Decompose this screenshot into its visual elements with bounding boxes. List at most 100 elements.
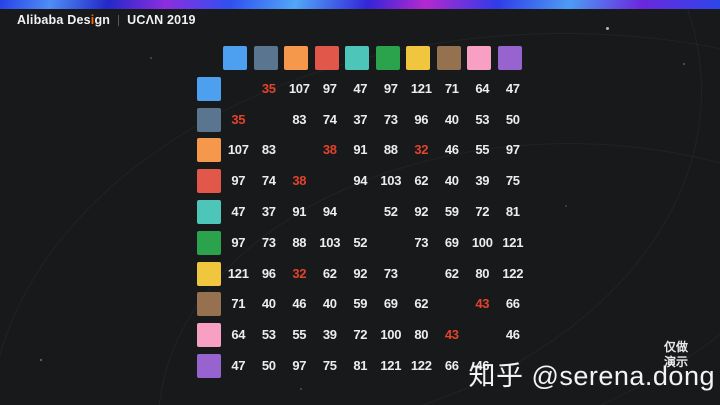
matrix-cell: 92 xyxy=(414,203,429,219)
matrix-cell: 103 xyxy=(380,173,402,189)
matrix-cell xyxy=(345,200,376,224)
matrix-cell: 91 xyxy=(292,203,307,219)
matrix-cell: 46 xyxy=(475,357,490,373)
col-swatch-pink xyxy=(467,46,491,70)
matrix-cell: 69 xyxy=(444,234,459,250)
matrix-cell: 64 xyxy=(231,327,246,343)
matrix-cell: 88 xyxy=(383,142,398,158)
matrix-cell: 80 xyxy=(414,327,429,343)
matrix-cell xyxy=(254,108,285,132)
star-dot xyxy=(300,388,302,390)
row-swatch-teal xyxy=(197,199,221,224)
matrix-cell: 39 xyxy=(475,173,490,189)
matrix-cell: 97 xyxy=(292,357,307,373)
matrix-cell: 53 xyxy=(261,327,276,343)
brand-accent-letter: i xyxy=(90,13,95,27)
matrix-cell: 97 xyxy=(505,142,520,158)
matrix-cell: 32 xyxy=(414,142,429,158)
matrix-cell: 83 xyxy=(292,111,307,127)
col-swatch-slate-blue xyxy=(253,46,278,70)
matrix-cell: 122 xyxy=(410,357,432,373)
matrix-cell: 122 xyxy=(502,265,524,281)
matrix-cell: 43 xyxy=(444,327,459,343)
matrix-cell: 73 xyxy=(414,234,429,250)
row-swatch-yellow xyxy=(197,261,221,286)
matrix-cell: 47 xyxy=(505,80,520,96)
matrix-cell: 35 xyxy=(261,80,276,96)
matrix-cell: 46 xyxy=(505,327,520,343)
matrix-cell: 35 xyxy=(231,111,246,127)
matrix-cell: 121 xyxy=(227,265,249,281)
matrix-cell: 100 xyxy=(471,234,493,250)
col-swatch-brown xyxy=(436,46,461,70)
col-swatch-teal xyxy=(345,46,369,70)
matrix-cell: 107 xyxy=(227,142,249,158)
matrix-cell: 47 xyxy=(353,80,368,96)
row-swatch-brown xyxy=(197,292,221,317)
matrix-cell: 37 xyxy=(261,203,276,219)
row-swatch-blue xyxy=(197,76,221,101)
star-dot xyxy=(565,205,567,207)
matrix-cell: 73 xyxy=(383,265,398,281)
matrix-cell: 46 xyxy=(292,296,307,312)
star-dot xyxy=(606,27,609,30)
gradient-ribbon xyxy=(0,0,720,9)
col-swatch-orange xyxy=(284,46,308,70)
matrix-cell: 40 xyxy=(261,296,276,312)
matrix-cell: 32 xyxy=(292,265,307,281)
matrix-cell: 97 xyxy=(231,234,246,250)
row-swatch-red xyxy=(197,169,221,194)
matrix-cell: 83 xyxy=(261,142,276,158)
matrix-cell: 64 xyxy=(475,80,490,96)
matrix-cell: 38 xyxy=(292,173,307,189)
event-name: UCΛN 2019 xyxy=(127,13,196,27)
star-dot xyxy=(683,63,685,65)
matrix-cell: 94 xyxy=(353,173,368,189)
matrix-cell: 52 xyxy=(383,203,398,219)
matrix-cell: 81 xyxy=(353,357,368,373)
matrix-cell xyxy=(315,169,346,193)
matrix-cell: 62 xyxy=(322,265,337,281)
matrix-cell: 50 xyxy=(261,357,276,373)
matrix-cell: 38 xyxy=(322,142,337,158)
matrix-cell: 81 xyxy=(505,203,520,219)
matrix-cell: 73 xyxy=(383,111,398,127)
matrix-cell: 69 xyxy=(383,296,398,312)
matrix-cell: 46 xyxy=(444,142,459,158)
matrix-cell: 37 xyxy=(353,111,368,127)
matrix-cell: 80 xyxy=(475,265,490,281)
matrix-cell: 66 xyxy=(444,357,459,373)
matrix-cell: 107 xyxy=(288,80,310,96)
matrix-cell: 55 xyxy=(292,327,307,343)
note-line2: 演示 xyxy=(663,355,688,369)
matrix-cell: 71 xyxy=(444,80,459,96)
matrix-cell xyxy=(467,323,498,347)
matrix-cell: 50 xyxy=(505,111,520,127)
matrix-cell xyxy=(437,292,468,316)
matrix-cell: 91 xyxy=(353,142,368,158)
note-text: 仅做 演示 xyxy=(664,340,688,370)
matrix-cell: 72 xyxy=(475,203,490,219)
matrix-cell: 97 xyxy=(383,80,398,96)
matrix-cell xyxy=(223,77,254,101)
matrix-cell: 40 xyxy=(444,111,459,127)
col-swatch-blue xyxy=(223,46,247,70)
matrix-cell: 40 xyxy=(444,173,459,189)
matrix-cell: 103 xyxy=(319,234,341,250)
col-swatch-yellow xyxy=(406,46,430,70)
matrix-cell: 71 xyxy=(231,296,246,312)
row-swatch-purple xyxy=(197,353,221,378)
matrix-cell: 62 xyxy=(444,265,459,281)
note-line1: 仅做 xyxy=(663,340,688,354)
matrix-cell: 72 xyxy=(353,327,368,343)
matrix-cell: 96 xyxy=(414,111,429,127)
logo-divider xyxy=(118,14,120,26)
matrix-cell xyxy=(406,262,437,286)
row-swatch-orange xyxy=(197,138,221,163)
matrix-cell: 94 xyxy=(322,203,337,219)
matrix-cell: 97 xyxy=(231,173,246,189)
matrix-cell: 39 xyxy=(322,327,337,343)
col-swatch-red xyxy=(314,46,339,70)
matrix-corner xyxy=(197,46,223,77)
